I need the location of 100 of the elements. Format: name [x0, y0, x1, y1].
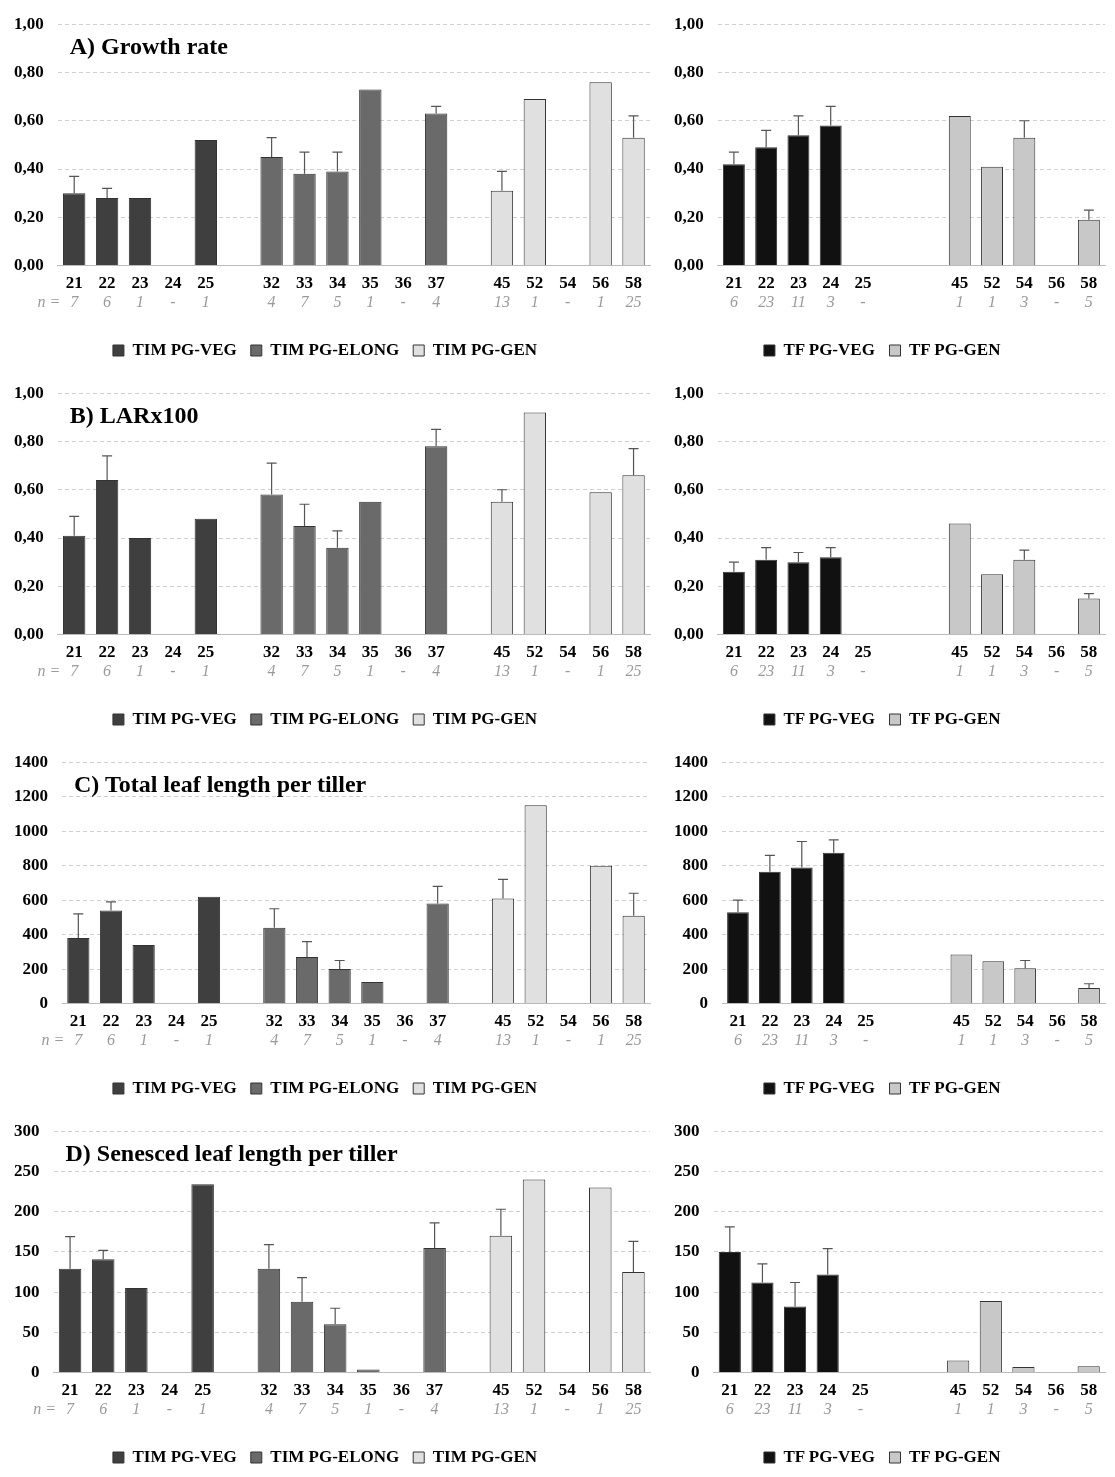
x-tick-label: 45 — [949, 1380, 967, 1400]
y-tick-label: 0 — [39, 992, 48, 1012]
x-tick-label: 56 — [592, 642, 610, 662]
chart-title: C) Total leaf length per tiller — [74, 771, 367, 798]
x-tick-label: 45 — [952, 1011, 970, 1031]
x-tick-label: 37 — [429, 1011, 447, 1031]
x-tick-label: 23 — [127, 1380, 145, 1400]
x-tick-label: 58 — [1080, 642, 1098, 662]
y-tick-label: 0,60 — [674, 110, 704, 130]
legend-label: TF PG-VEG — [783, 1077, 875, 1097]
x-tick-label: 54 — [1016, 1011, 1035, 1031]
y-tick-label: 400 — [22, 924, 48, 944]
x-tick-label: 23 — [131, 273, 149, 293]
legend-label: TF PG-GEN — [909, 1446, 1002, 1466]
x-tick-label: 32 — [260, 1380, 278, 1400]
legend-label: TIM PG-ELONG — [270, 708, 400, 728]
x-tick-label: 58 — [1080, 273, 1098, 293]
y-tick-label: 1400 — [14, 751, 48, 771]
y-tick-label: 1200 — [674, 786, 708, 806]
x-tick-label: 58 — [1080, 1011, 1098, 1031]
x-tick-label: 24 — [164, 273, 182, 293]
x-tick-label: 23 — [793, 1011, 811, 1031]
y-tick-label: 0,60 — [674, 479, 704, 499]
legend-label: TIM PG-VEG — [132, 339, 237, 359]
y-tick-label: 0,80 — [674, 61, 704, 81]
x-tick-label: 52 — [983, 642, 1001, 662]
y-tick-label: 0,00 — [14, 623, 44, 643]
x-tick-label: 33 — [296, 642, 314, 662]
x-tick-label: 23 — [789, 642, 807, 662]
y-tick-label: 0,80 — [14, 61, 44, 81]
x-tick-label: 32 — [265, 1011, 283, 1031]
x-tick-label: 23 — [786, 1380, 804, 1400]
x-tick-label: 24 — [822, 642, 840, 662]
y-tick-label: 0,00 — [674, 254, 704, 274]
text: 6 23 11 3 - 1 1 3 - 5 — [729, 292, 1093, 310]
legend-label: TIM PG-VEG — [132, 1077, 237, 1097]
x-tick-label: 24 — [822, 273, 840, 293]
x-tick-label: 25 — [857, 1011, 875, 1031]
x-tick-label: 45 — [494, 1011, 512, 1031]
x-tick-label: 24 — [160, 1380, 179, 1400]
x-tick-label: 54 — [559, 273, 577, 293]
legend-label: TIM PG-GEN — [432, 339, 538, 359]
x-tick-label: 56 — [1048, 273, 1066, 293]
y-tick-label: 0 — [699, 992, 708, 1012]
x-tick-label: 45 — [493, 273, 511, 293]
x-tick-label: 54 — [1014, 1380, 1033, 1400]
y-tick-label: 0 — [31, 1361, 40, 1381]
x-tick-label: 45 — [493, 642, 511, 662]
legend-label: TF PG-GEN — [909, 339, 1002, 359]
x-tick-label: 21 — [61, 1380, 79, 1400]
y-tick-label: 0,80 — [14, 430, 44, 450]
text: n = 7 6 1 - 1 4 7 5 1 - 4 13 1 - 1 25 — [41, 1030, 642, 1048]
x-tick-label: 54 — [559, 642, 577, 662]
x-tick-label: 58 — [625, 273, 643, 293]
legend-label: TIM PG-GEN — [432, 708, 538, 728]
x-tick-label: 52 — [527, 1011, 545, 1031]
x-tick-label: 52 — [982, 1380, 1000, 1400]
y-tick-label: 0,40 — [674, 527, 704, 547]
x-tick-label: 21 — [725, 273, 743, 293]
x-tick-label: 56 — [1048, 1011, 1066, 1031]
x-tick-label: 22 — [94, 1380, 112, 1400]
y-tick-label: 1400 — [674, 751, 708, 771]
y-tick-label: 800 — [682, 855, 708, 875]
legend-label: TF PG-GEN — [909, 1077, 1002, 1097]
x-tick-label: 45 — [951, 642, 969, 662]
x-tick-label: 52 — [525, 1380, 543, 1400]
x-tick-label: 33 — [293, 1380, 311, 1400]
x-tick-label: 24 — [167, 1011, 186, 1031]
x-tick-label: 58 — [624, 1380, 642, 1400]
legend-label: TF PG-VEG — [783, 708, 875, 728]
legend-label: TIM PG-GEN — [432, 1077, 538, 1097]
x-tick-label: 56 — [1047, 1380, 1065, 1400]
legend-label: TIM PG-GEN — [432, 1446, 538, 1466]
y-tick-label: 0,40 — [14, 527, 44, 547]
y-tick-label: 200 — [22, 958, 48, 978]
y-tick-label: 600 — [682, 889, 708, 909]
y-tick-label: 400 — [682, 924, 708, 944]
legend-label: TIM PG-VEG — [132, 1446, 237, 1466]
x-tick-label: 54 — [1015, 273, 1034, 293]
x-tick-label: 34 — [326, 1380, 345, 1400]
x-tick-label: 54 — [1015, 642, 1034, 662]
y-tick-label: 0,60 — [14, 110, 44, 130]
y-tick-label: 300 — [14, 1120, 40, 1140]
x-tick-label: 24 — [825, 1011, 843, 1031]
y-tick-label: 0 — [691, 1361, 700, 1381]
x-tick-label: 21 — [729, 1011, 747, 1031]
y-tick-label: 0,00 — [674, 623, 704, 643]
y-tick-label: 1,00 — [14, 13, 44, 33]
y-tick-label: 0,20 — [14, 206, 44, 226]
y-tick-label: 0,20 — [674, 575, 704, 595]
text: 6 23 11 3 - 1 1 3 - 5 — [733, 1030, 1094, 1048]
chart-title: D) Senesced leaf length per tiller — [65, 1140, 398, 1167]
x-tick-label: 52 — [526, 273, 544, 293]
y-tick-label: 200 — [14, 1201, 40, 1221]
legend-label: TF PG-GEN — [909, 708, 1002, 728]
x-tick-label: 52 — [983, 273, 1001, 293]
y-tick-label: 50 — [22, 1321, 40, 1341]
legend-label: TF PG-VEG — [783, 339, 875, 359]
x-tick-label: 56 — [591, 1380, 609, 1400]
x-tick-label: 58 — [625, 642, 643, 662]
